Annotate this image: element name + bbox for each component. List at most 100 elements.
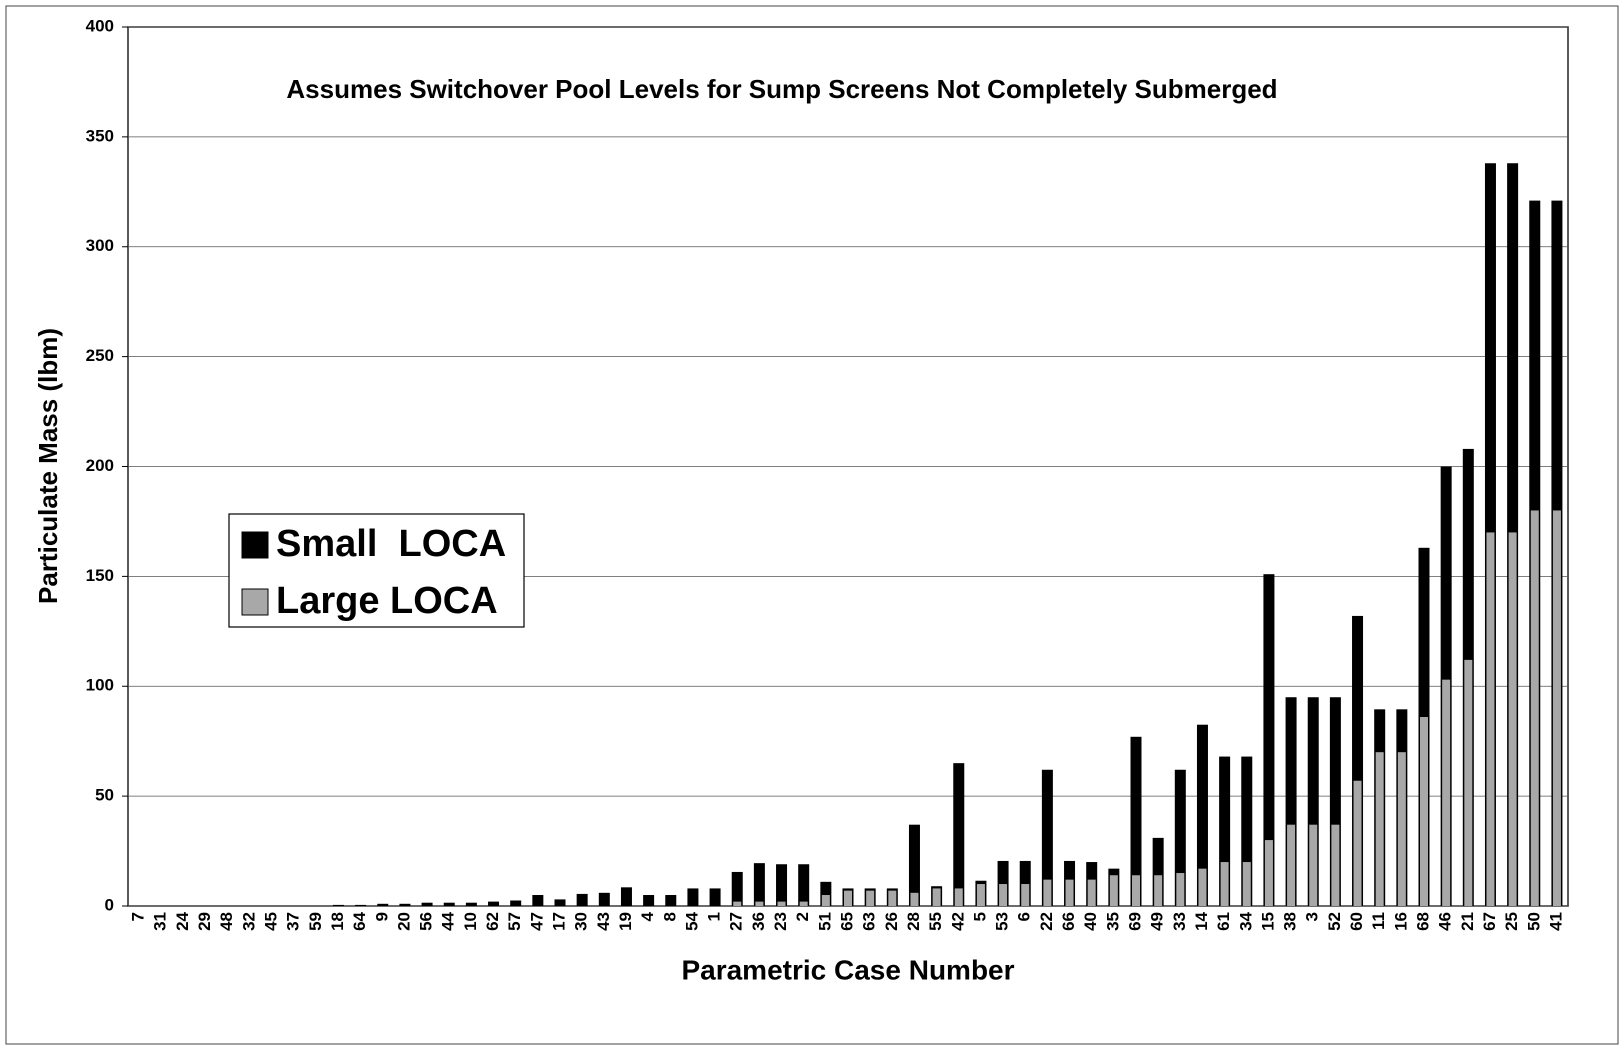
legend-swatch — [241, 588, 269, 616]
bar — [932, 888, 941, 906]
y-tick-label: 250 — [86, 346, 114, 365]
bar — [332, 904, 344, 906]
x-tick-label: 65 — [837, 912, 856, 931]
x-tick-label: 41 — [1546, 912, 1565, 931]
bar — [1329, 697, 1341, 906]
bar — [510, 900, 522, 906]
bar — [1287, 824, 1296, 906]
x-tick-label: 68 — [1413, 912, 1432, 931]
bar — [1065, 879, 1074, 906]
bar — [1019, 860, 1031, 906]
frame — [5, 5, 1619, 1045]
bar — [1132, 875, 1140, 906]
x-tick-label: 52 — [1325, 912, 1344, 931]
bar — [532, 895, 544, 906]
x-tick-label: 2 — [793, 912, 812, 921]
bar — [954, 888, 963, 906]
bar — [1109, 875, 1118, 906]
bar — [1442, 679, 1451, 906]
bar — [820, 881, 832, 906]
x-tick-label: 44 — [439, 911, 458, 930]
x-tick-label: 17 — [549, 912, 568, 931]
bar — [665, 895, 677, 906]
bar — [421, 902, 433, 906]
legend-box — [228, 513, 525, 628]
x-tick-label: 48 — [217, 912, 236, 931]
bar — [976, 884, 985, 906]
bar — [997, 860, 1009, 906]
y-tick-label: 200 — [86, 456, 114, 475]
bar — [733, 901, 742, 906]
x-tick-label: 56 — [417, 912, 436, 931]
x-tick-label: 60 — [1347, 912, 1366, 931]
bar — [1309, 824, 1318, 906]
bar — [1174, 769, 1186, 906]
bar — [1198, 868, 1207, 906]
x-tick-label: 3 — [1303, 912, 1322, 921]
bar — [866, 890, 875, 906]
bar — [576, 893, 588, 906]
x-tick-label: 49 — [1148, 912, 1167, 931]
bar — [709, 888, 721, 906]
bar — [1420, 717, 1428, 906]
bar — [999, 884, 1008, 906]
x-tick-label: 46 — [1436, 912, 1455, 931]
bar — [1464, 659, 1473, 906]
legend: Small LOCA Large LOCA — [228, 513, 525, 628]
bar — [1397, 752, 1406, 906]
legend-label: Large LOCA — [276, 580, 498, 622]
x-tick-label: 29 — [195, 912, 214, 931]
bar — [1530, 510, 1539, 906]
bar — [687, 888, 699, 906]
bar — [1154, 875, 1163, 906]
x-tick-label: 10 — [461, 912, 480, 931]
bar — [776, 864, 788, 906]
bar — [908, 824, 920, 906]
x-tick-label: 47 — [527, 912, 546, 931]
y-tick-label: 300 — [86, 236, 114, 255]
x-tick-label: 15 — [1258, 912, 1277, 931]
x-tick-label: 22 — [1037, 912, 1056, 931]
x-tick-label: 16 — [1391, 912, 1410, 931]
x-tick-label: 43 — [594, 912, 613, 931]
bar — [465, 902, 477, 906]
bar — [1242, 862, 1251, 906]
bar — [399, 903, 411, 906]
x-tick-label: 5 — [970, 912, 989, 921]
bar — [1176, 873, 1185, 906]
y-tick-label: 50 — [95, 786, 114, 805]
bar — [1353, 780, 1362, 906]
x-tick-label: 4 — [638, 911, 657, 921]
bar — [755, 901, 764, 906]
x-tick-label: 11 — [1369, 912, 1388, 930]
y-tick-label: 100 — [86, 676, 114, 695]
x-tick-label: 27 — [727, 912, 746, 931]
y-tick-label: 400 — [86, 16, 114, 35]
bar — [355, 904, 367, 906]
bar — [643, 895, 655, 906]
x-tick-label: 26 — [882, 912, 901, 931]
x-tick-label: 14 — [1192, 911, 1211, 930]
bar — [598, 892, 610, 906]
x-tick-label: 25 — [1502, 912, 1521, 931]
x-tick-label: 54 — [682, 911, 701, 930]
x-tick-label: 66 — [1059, 912, 1078, 931]
x-tick-label: 9 — [372, 912, 391, 921]
bar — [910, 892, 919, 906]
x-tick-label: 30 — [572, 912, 591, 931]
y-tick-label: 150 — [86, 566, 114, 585]
bar — [488, 901, 500, 906]
bar — [377, 903, 389, 906]
y-axis-label: Particulate Mass (lbm) — [33, 328, 63, 604]
x-tick-label: 53 — [993, 912, 1012, 931]
bar — [799, 901, 808, 906]
bar — [731, 871, 743, 906]
x-tick-label: 63 — [860, 912, 879, 931]
bar — [1196, 724, 1208, 906]
bar — [1087, 879, 1096, 906]
x-tick-label: 57 — [505, 912, 524, 931]
bar — [1021, 884, 1030, 906]
x-tick-label: 34 — [1236, 911, 1255, 930]
bar — [1220, 862, 1229, 906]
